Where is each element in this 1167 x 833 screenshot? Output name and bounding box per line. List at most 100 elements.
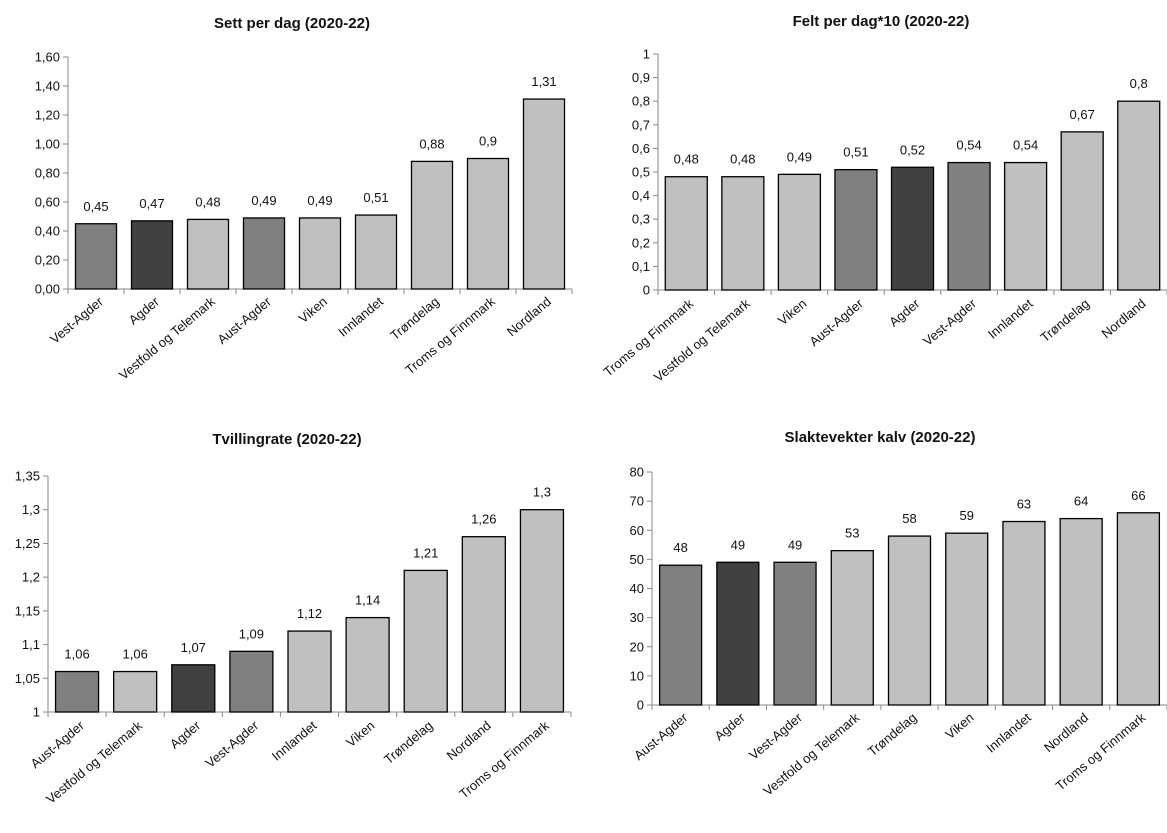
bar (403, 569, 448, 713)
data-label: 0,51 (363, 190, 388, 205)
bar (890, 166, 935, 291)
bar (171, 664, 216, 713)
data-label: 1,07 (181, 640, 206, 655)
data-label: 1,3 (533, 485, 551, 500)
y-tick-label: 1,60 (35, 50, 60, 65)
data-label: 0,47 (139, 196, 164, 211)
y-tick-label: 30 (630, 610, 644, 625)
y-tick-label: 0,20 (35, 253, 60, 268)
y-tick-label: 1,15 (15, 603, 40, 618)
data-label: 64 (1074, 494, 1088, 509)
data-label: 63 (1017, 497, 1031, 512)
bar (298, 217, 342, 290)
bar (716, 561, 760, 706)
y-tick-label: 1 (643, 47, 650, 62)
y-tick-label: 40 (630, 581, 644, 596)
bar (887, 535, 932, 706)
category-label: Aust-Agder (806, 295, 866, 349)
data-label: 0,48 (674, 152, 699, 167)
y-tick-label: 80 (630, 465, 644, 480)
category-label: Nordland (1041, 710, 1091, 755)
bar (1117, 100, 1161, 291)
bar (461, 536, 506, 713)
data-label: 1,06 (123, 647, 148, 662)
bar (830, 549, 874, 706)
y-tick-label: 0 (643, 283, 650, 298)
bar (74, 223, 118, 290)
category-label: Trøndelag (387, 294, 442, 343)
bar (410, 160, 454, 290)
y-tick-label: 0,8 (632, 94, 650, 109)
category-label: Viken (343, 718, 377, 750)
data-label: 0,49 (787, 149, 812, 164)
bar (658, 564, 703, 706)
category-label: Aust-Agder (28, 717, 88, 771)
y-tick-label: 0,40 (35, 224, 60, 239)
category-label: Trøndelag (865, 710, 920, 759)
chart-3: Tvillingrate (2020-22) 1 1,05 1,1 1,15 1,2 1,2… (15, 431, 572, 807)
category-label: Vest-Agder (920, 295, 979, 348)
category-label: Viken (942, 710, 976, 742)
y-tick-label: 0,4 (632, 188, 650, 203)
data-label: 49 (731, 537, 745, 552)
chart-4: Slaktevekter kalv (2020-22) 0 10 20 30 40 50 60… (630, 429, 1167, 799)
y-tick-label: 0,00 (35, 282, 60, 297)
data-label: 59 (959, 508, 973, 523)
category-label: Innlandet (335, 294, 386, 340)
y-tick-label: 1,05 (15, 671, 40, 686)
chart-title: Tvillingrate (2020-22) (212, 431, 361, 448)
data-label: 0,45 (83, 199, 108, 214)
y-tick-label: 0,9 (632, 70, 650, 85)
y-tick-label: 1,35 (15, 469, 40, 484)
category-label: Trøndelag (381, 718, 436, 767)
data-label: 0,8 (1130, 76, 1148, 91)
y-tick-label: 1,40 (35, 79, 60, 94)
chart-title: Felt per dag*10 (2020-22) (793, 13, 970, 30)
bar (287, 630, 332, 713)
category-label: Vestfold og Telemark (43, 717, 145, 806)
y-tick-label: 0,1 (632, 259, 650, 274)
bar (1060, 131, 1104, 291)
category-label: Vestfold og Telemark (760, 709, 862, 798)
y-tick-label: 1,20 (35, 108, 60, 123)
category-label: Agder (167, 717, 204, 751)
y-tick-label: 0,6 (632, 141, 650, 156)
category-label: Trøndelag (1037, 296, 1092, 345)
y-tick-label: 0,7 (632, 117, 650, 132)
data-label: 66 (1131, 488, 1145, 503)
data-label: 1,09 (239, 626, 264, 641)
data-label: 48 (673, 540, 687, 555)
data-label: 0,49 (307, 193, 332, 208)
y-tick-label: 1,00 (35, 137, 60, 152)
category-label: Innlandet (269, 718, 320, 764)
category-label: Vest-Agder (746, 709, 805, 762)
category-label: Viken (775, 296, 809, 328)
bar (664, 176, 708, 291)
chart-2: Felt per dag*10 (2020-22) 0 0,1 0,2 0,3 0,4 0,… (601, 13, 1167, 385)
data-label: 1,31 (531, 74, 556, 89)
category-label: Agder (886, 295, 923, 329)
data-label: 1,21 (413, 545, 438, 560)
chart-title: Sett per dag (2020-22) (214, 15, 370, 32)
category-label: Nordland (1099, 296, 1149, 341)
data-label: 1,14 (355, 593, 380, 608)
y-tick-label: 0,2 (632, 235, 650, 250)
y-tick-label: 0,60 (35, 195, 60, 210)
y-tick-label: 1,1 (22, 637, 40, 652)
y-tick-label: 20 (630, 639, 644, 654)
chart-title: Slaktevekter kalv (2020-22) (785, 429, 976, 446)
data-label: 49 (788, 537, 802, 552)
category-label: Vestfold og Telemark (116, 293, 218, 382)
y-tick-label: 1,2 (22, 570, 40, 585)
category-label: Vestfold og Telemark (651, 295, 753, 384)
bar (1116, 512, 1161, 706)
chart-1: Sett per dag (2020-22) 0,00 0,20 0,40 0,60 0,… (35, 15, 573, 383)
bar (242, 217, 286, 290)
y-tick-label: 0,3 (632, 212, 650, 227)
bar (834, 168, 878, 291)
data-label: 0,54 (956, 138, 981, 153)
bar (1002, 520, 1046, 706)
bar (721, 176, 765, 291)
category-label: Agder (712, 709, 749, 743)
bar (773, 561, 817, 706)
